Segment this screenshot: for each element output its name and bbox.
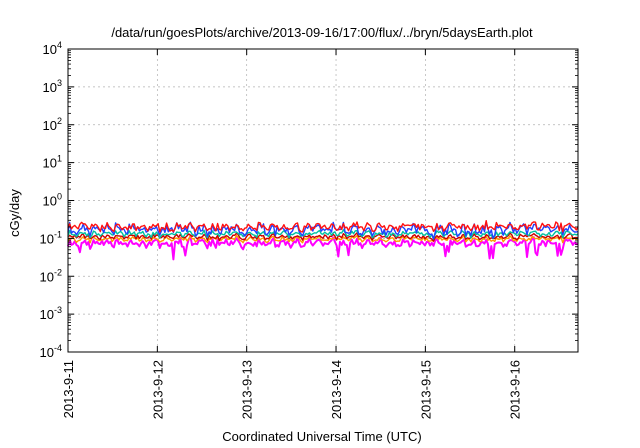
x-tick-label: 2013-9-13: [240, 360, 255, 419]
y-tick-label: 10-4: [40, 343, 62, 360]
y-ticks: 10-4 10-3 10-2 10-1 100 101 102 103 104: [40, 40, 578, 360]
x-tick-label: 2013-9-16: [508, 360, 523, 419]
y-tick-label: 101: [43, 154, 62, 171]
series-line: [67, 220, 579, 233]
x-axis-label: Coordinated Universal Time (UTC): [222, 429, 421, 444]
x-tick-label: 2013-9-15: [418, 360, 433, 419]
y-tick-label: 102: [43, 116, 62, 133]
y-tick-label: 104: [43, 40, 62, 57]
x-ticks: 2013-9-11 2013-9-12 2013-9-13 2013-9-14 2013…: [61, 49, 523, 419]
x-tick-label: 2013-9-14: [329, 360, 344, 419]
series-line: [67, 221, 579, 240]
y-tick-label: 103: [43, 78, 62, 95]
grid: [68, 49, 578, 352]
y-tick-label: 10-3: [40, 305, 62, 322]
y-tick-label: 10-2: [40, 267, 62, 284]
series-group: [67, 220, 579, 261]
x-tick-label: 2013-9-12: [150, 360, 165, 419]
y-axis-label: cGy/day: [7, 189, 22, 237]
y-tick-label: 100: [43, 192, 62, 209]
chart-title: /data/run/goesPlots/archive/2013-09-16/1…: [111, 25, 533, 40]
series-line: [67, 235, 579, 261]
y-tick-label: 10-1: [40, 229, 62, 246]
x-tick-label: 2013-9-11: [61, 360, 76, 418]
series-line: [67, 234, 579, 244]
